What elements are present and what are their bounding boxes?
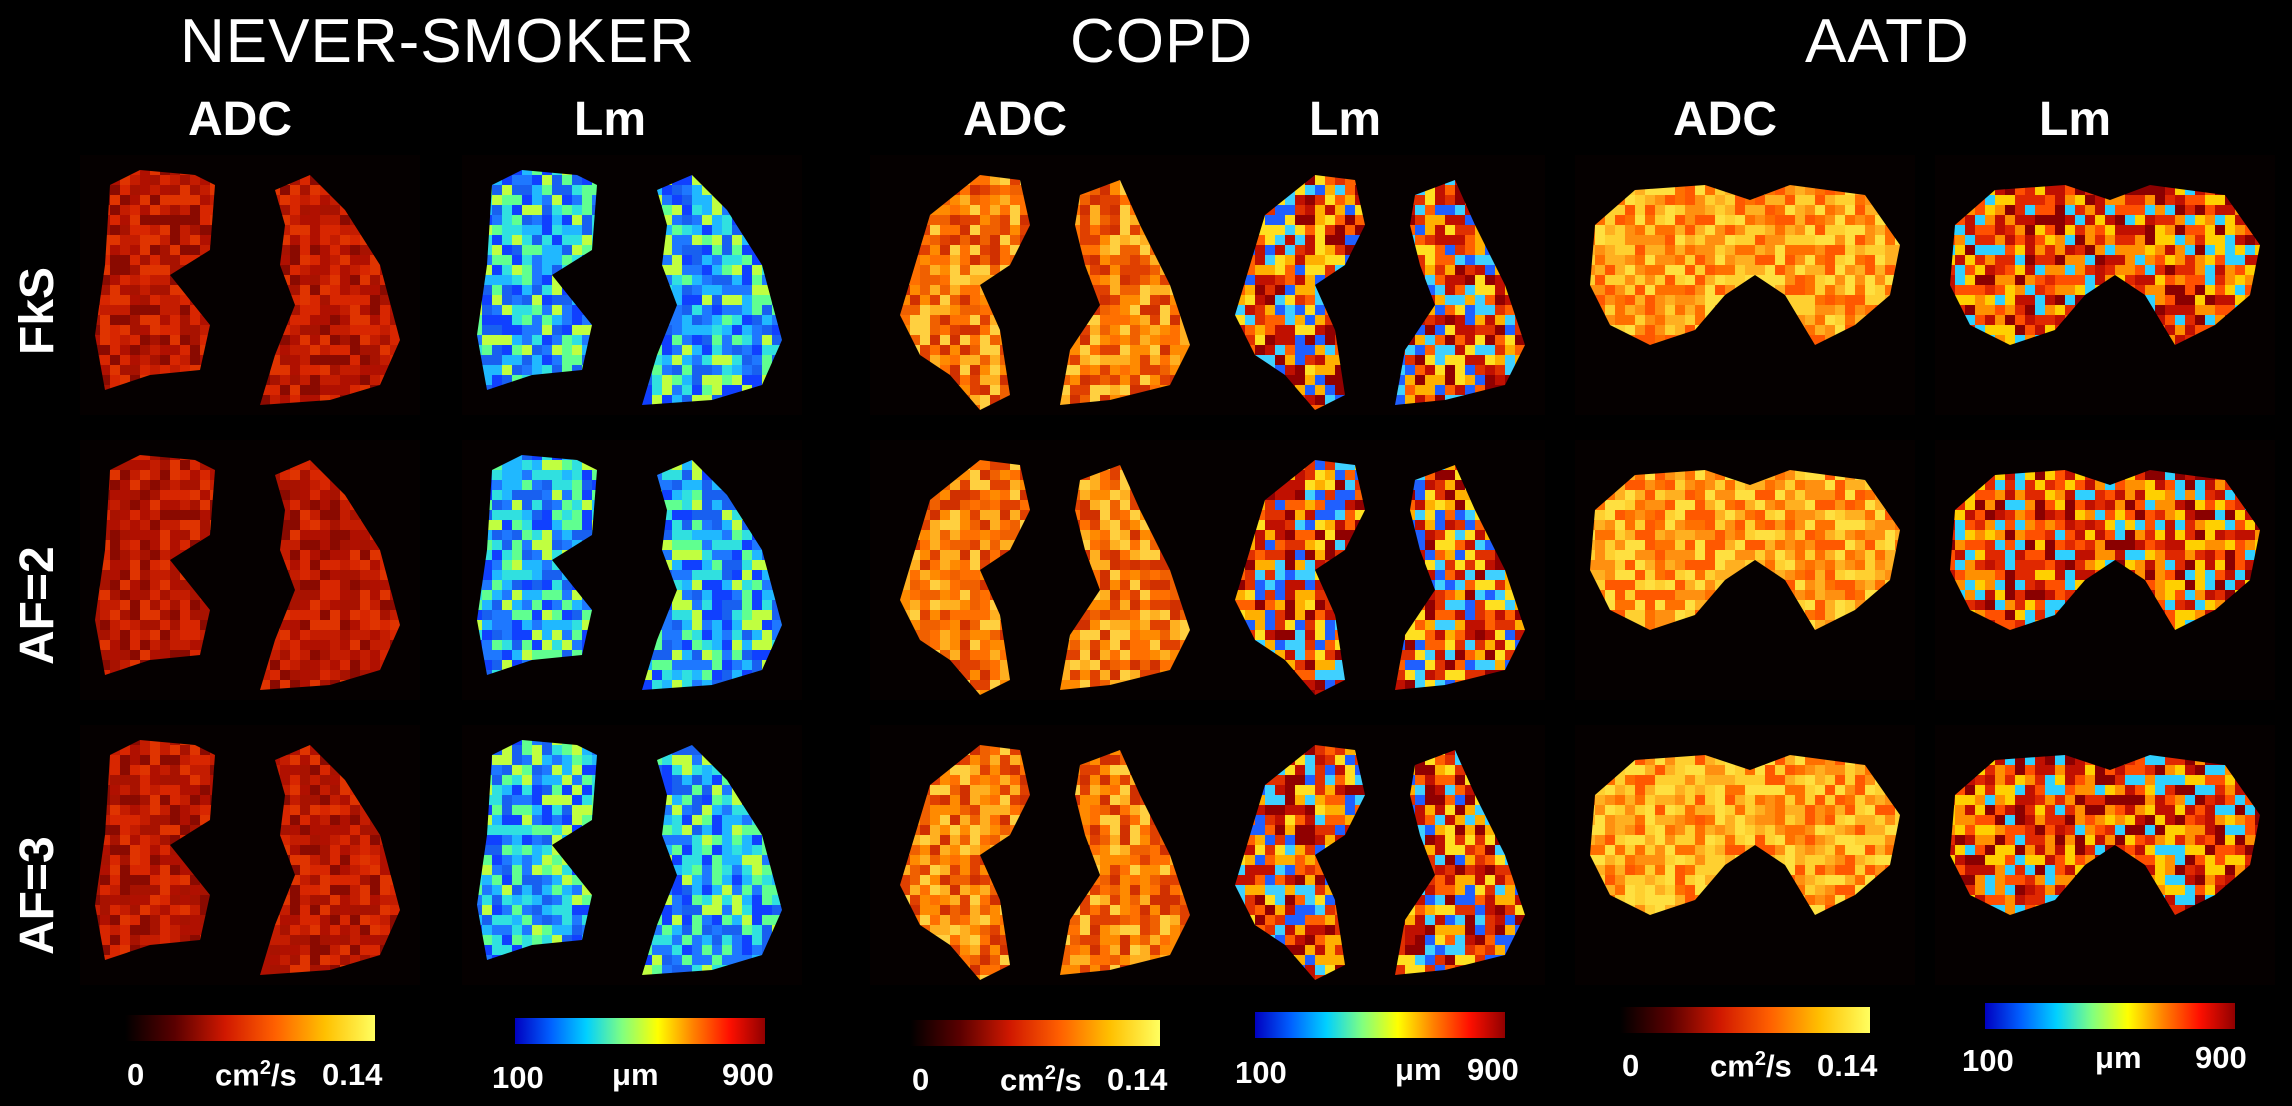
map-panel (870, 440, 1210, 700)
col-header-never-lm: Lm (574, 93, 646, 146)
cbar-tick-min: 0 (127, 1057, 145, 1092)
map-panel (462, 155, 802, 415)
map-panel (1205, 155, 1545, 415)
map-panel (1935, 440, 2275, 700)
map-panel (1575, 155, 1915, 415)
map-panel (1575, 440, 1915, 700)
map-panel (870, 725, 1210, 985)
row-label-af2: AF=2 (11, 546, 64, 665)
map-panel (1205, 725, 1545, 985)
map-panel (1935, 155, 2275, 415)
cbar-unit: cm2/s (1710, 1048, 1792, 1084)
map-panel (870, 155, 1210, 415)
map-panel (80, 440, 420, 700)
map-panel (462, 725, 802, 985)
col-header-never-adc: ADC (188, 93, 292, 146)
cbar-tick-min: 0 (1622, 1048, 1640, 1083)
colorbar-copd-adc (910, 1020, 1160, 1046)
cbar-unit: μm (2095, 1040, 2142, 1075)
cbar-tick-min: 0 (912, 1062, 930, 1097)
group-title-copd: COPD (1070, 7, 1254, 76)
row-label-af3: AF=3 (11, 836, 64, 955)
col-header-aatd-adc: ADC (1673, 93, 1777, 146)
col-header-copd-adc: ADC (963, 93, 1067, 146)
col-header-copd-lm: Lm (1309, 93, 1381, 146)
cbar-tick-min: 100 (1962, 1043, 2014, 1078)
map-panel (1575, 725, 1915, 985)
cbar-unit: μm (612, 1057, 659, 1092)
colorbar-never-lm (515, 1018, 765, 1044)
map-panel (1935, 725, 2275, 985)
row-label-fks: FkS (11, 266, 64, 355)
cbar-tick-max: 0.14 (1817, 1048, 1878, 1083)
cbar-unit: cm2/s (1000, 1062, 1082, 1098)
colorbar-copd-lm (1255, 1012, 1505, 1038)
group-title-aatd: AATD (1805, 7, 1970, 76)
cbar-tick-min: 100 (492, 1060, 544, 1095)
cbar-unit: cm2/s (215, 1057, 297, 1093)
map-panel (462, 440, 802, 700)
map-panel (1205, 440, 1545, 700)
colorbar-aatd-adc (1620, 1007, 1870, 1033)
map-panel (80, 155, 420, 415)
colorbar-never-adc (125, 1015, 375, 1041)
group-title-never-smoker: NEVER-SMOKER (180, 7, 695, 76)
col-header-aatd-lm: Lm (2039, 93, 2111, 146)
cbar-unit: μm (1395, 1052, 1442, 1087)
cbar-tick-min: 100 (1235, 1055, 1287, 1090)
cbar-tick-max: 0.14 (1107, 1062, 1168, 1097)
cbar-tick-max: 900 (722, 1057, 774, 1092)
cbar-tick-max: 0.14 (322, 1057, 383, 1092)
map-panel (80, 725, 420, 985)
cbar-tick-max: 900 (2195, 1040, 2247, 1075)
colorbar-aatd-lm (1985, 1003, 2235, 1029)
cbar-tick-max: 900 (1467, 1052, 1519, 1087)
